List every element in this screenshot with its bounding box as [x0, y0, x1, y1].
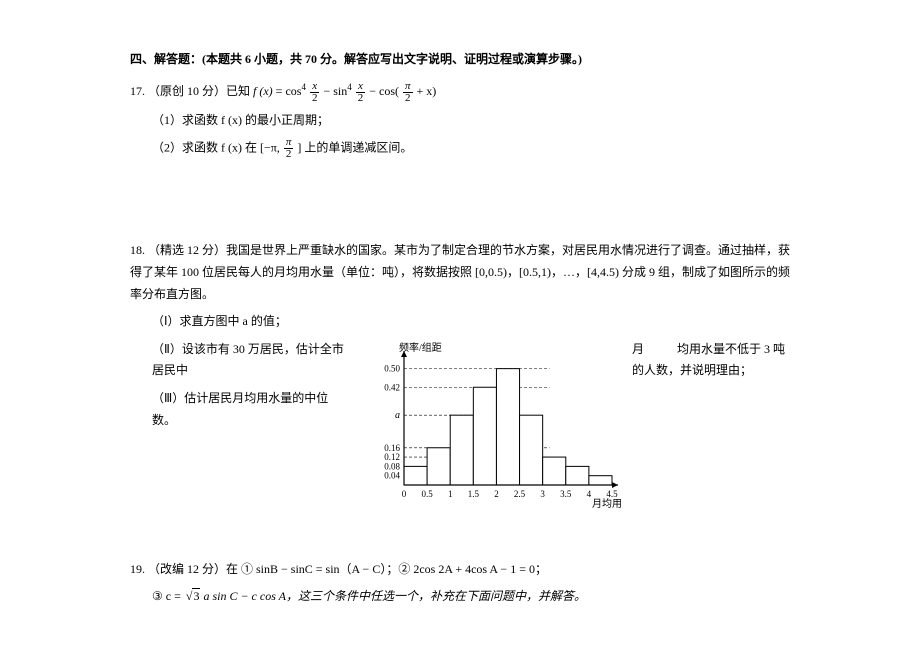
q17-minus-sin: − sin [323, 84, 347, 98]
question-17: 17. （原创 10 分）已知 f (x) = cos4 x 2 − sin4 … [130, 79, 790, 160]
svg-text:3.5: 3.5 [560, 489, 572, 499]
q19-line1: （改编 12 分）在 ① sinB − sinC = sin（A − C）；② … [148, 562, 547, 576]
q17-number: 17. [130, 84, 145, 98]
q17-eq1: = cos [276, 84, 302, 98]
q17-part2-frac-den: 2 [284, 149, 294, 160]
svg-text:0.5: 0.5 [421, 489, 433, 499]
q17-frac3: π 2 [403, 81, 413, 104]
q17-frac3-num: π [403, 81, 413, 93]
histogram-chart: 频率/组距 0.040.080.120.16 0.42 0.50 a 0 0.5 1 1.5 2 2… [362, 339, 622, 509]
svg-text:频率/组距: 频率/组距 [399, 341, 442, 354]
q18-part2-right: 均用水量不低于 3 吨的人数，并说明理由； [632, 342, 785, 378]
sqrt-icon: 3 [184, 586, 201, 608]
q17-part2b: ] 上的单调递减区间。 [297, 141, 412, 155]
svg-text:0.42: 0.42 [384, 382, 400, 392]
question-18: 18. （精选 12 分）我国是世界上严重缺水的国家。某市为了制定合理的节水方案… [130, 240, 790, 508]
q19-number: 19. [130, 562, 145, 576]
q18-part1: （Ⅰ）求直方图中 a 的值； [152, 311, 790, 333]
q17-frac1-den: 2 [310, 93, 320, 104]
q19-sqrt3: 3 [192, 588, 200, 603]
svg-text:4: 4 [587, 489, 592, 499]
q17-fx: f (x) [253, 84, 273, 98]
q19-line2a: ③ c = [152, 589, 184, 603]
q17-part2: （2）求函数 f (x) 在 [−π, π 2 ] 上的单调递减区间。 [152, 137, 790, 160]
q17-plusx: + x) [417, 84, 437, 98]
q17-frac2-den: 2 [356, 93, 366, 104]
q17-frac1-num: x [310, 81, 320, 93]
q18-part2-left: （Ⅱ）设该市有 30 万居民，估计全市居民中 [152, 339, 352, 382]
svg-text:2: 2 [494, 489, 499, 499]
q17-frac2: x 2 [356, 81, 366, 104]
q17-exp4a: 4 [301, 82, 306, 92]
section-title: 四、解答题：(本题共 6 小题，共 70 分。解答应写出文字说明、证明过程或演算… [130, 50, 790, 67]
q17-part2-frac: π 2 [284, 137, 294, 160]
q18-part2-mid: 月 [632, 342, 644, 356]
svg-text:1: 1 [448, 489, 453, 499]
q17-part2a: （2）求函数 f (x) 在 [−π, [152, 141, 283, 155]
svg-text:3: 3 [540, 489, 545, 499]
q17-frac1: x 2 [310, 81, 320, 104]
q17-minus-cos: − cos( [369, 84, 399, 98]
histogram-svg: 频率/组距 0.040.080.120.16 0.42 0.50 a 0 0.5 1 1.5 2 2… [362, 339, 622, 509]
svg-text:2.5: 2.5 [514, 489, 526, 499]
svg-text:0.50: 0.50 [384, 363, 400, 373]
q18-part2-row: （Ⅱ）设该市有 30 万居民，估计全市居民中 （Ⅲ）估计居民月均用水量的中位数。… [152, 339, 790, 509]
q17-prefix: （原创 10 分）已知 [148, 84, 253, 98]
question-19: 19. （改编 12 分）在 ① sinB − sinC = sin（A − C… [130, 559, 790, 608]
svg-text:1.5: 1.5 [468, 489, 480, 499]
svg-text:0.12: 0.12 [384, 452, 400, 462]
svg-text:4.5: 4.5 [606, 489, 618, 499]
q19-line2: ③ c = 3 a sin C − c cos A，这三个条件中任选一个，补充在… [152, 586, 790, 608]
svg-text:a: a [395, 410, 400, 421]
svg-text:0: 0 [402, 489, 407, 499]
q19-line2b: a sin C − c cos A，这三个条件中任选一个，补充在下面问题中，并解… [203, 589, 586, 603]
q17-frac3-den: 2 [403, 93, 413, 104]
svg-text:0.16: 0.16 [384, 442, 400, 452]
q18-intro: （精选 12 分）我国是世界上严重缺水的国家。某市为了制定合理的节水方案，对居民… [130, 243, 790, 300]
q17-frac2-num: x [356, 81, 366, 93]
q18-number: 18. [130, 243, 145, 257]
q18-part3: （Ⅲ）估计居民月均用水量的中位数。 [152, 388, 352, 431]
svg-text:月均用水量(吨): 月均用水量(吨) [592, 497, 622, 509]
q17-exp4b: 4 [347, 82, 352, 92]
q17-part1: （1）求函数 f (x) 的最小正周期； [152, 110, 790, 132]
svg-text:0.04: 0.04 [384, 470, 400, 480]
svg-text:0.08: 0.08 [384, 461, 400, 471]
